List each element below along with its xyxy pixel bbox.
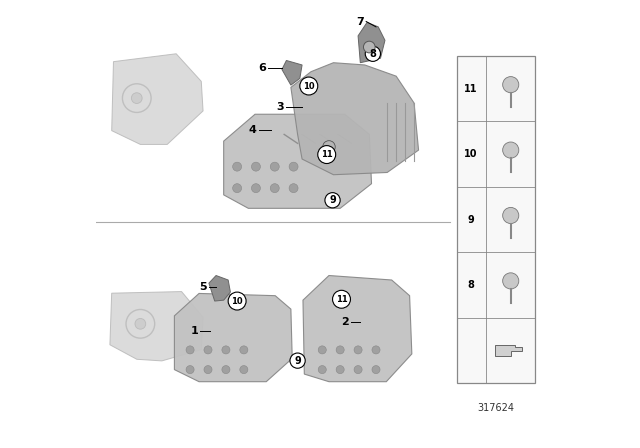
Text: 2: 2 (341, 317, 349, 327)
Polygon shape (358, 22, 385, 63)
Text: 11: 11 (464, 84, 477, 94)
Polygon shape (282, 60, 302, 85)
Circle shape (318, 346, 326, 354)
Text: 9: 9 (467, 215, 474, 224)
Circle shape (240, 346, 248, 354)
Text: 1: 1 (190, 326, 198, 336)
Circle shape (270, 162, 279, 171)
Circle shape (204, 346, 212, 354)
Circle shape (336, 366, 344, 374)
Circle shape (354, 346, 362, 354)
Text: 8: 8 (369, 49, 376, 59)
Circle shape (222, 346, 230, 354)
Circle shape (372, 346, 380, 354)
Circle shape (502, 207, 519, 224)
Polygon shape (291, 63, 419, 175)
Circle shape (354, 366, 362, 374)
Circle shape (502, 273, 519, 289)
Text: 317624: 317624 (477, 403, 515, 413)
Circle shape (240, 366, 248, 374)
Circle shape (325, 193, 340, 208)
Polygon shape (209, 276, 230, 301)
Circle shape (252, 162, 260, 171)
Circle shape (365, 46, 380, 61)
Text: 5: 5 (199, 282, 207, 292)
Circle shape (186, 366, 194, 374)
Text: 10: 10 (231, 297, 243, 306)
Circle shape (289, 162, 298, 171)
Circle shape (131, 93, 142, 103)
Circle shape (333, 290, 351, 308)
FancyBboxPatch shape (457, 56, 535, 383)
Circle shape (228, 292, 246, 310)
Text: 4: 4 (248, 125, 257, 135)
Circle shape (502, 142, 519, 158)
Text: 11: 11 (335, 295, 348, 304)
Circle shape (336, 346, 344, 354)
Text: 8: 8 (467, 280, 474, 290)
Text: 6: 6 (259, 63, 266, 73)
Polygon shape (303, 276, 412, 382)
Circle shape (364, 41, 375, 53)
Circle shape (323, 141, 335, 153)
Polygon shape (110, 292, 203, 361)
Circle shape (318, 146, 336, 164)
Circle shape (502, 77, 519, 93)
Text: 9: 9 (294, 356, 301, 366)
Text: 10: 10 (464, 149, 477, 159)
Circle shape (135, 319, 146, 329)
Circle shape (290, 353, 305, 368)
Circle shape (270, 184, 279, 193)
Polygon shape (224, 114, 371, 208)
Circle shape (372, 366, 380, 374)
Polygon shape (495, 345, 522, 356)
Circle shape (186, 346, 194, 354)
Circle shape (233, 184, 242, 193)
Polygon shape (174, 293, 292, 382)
Circle shape (300, 77, 317, 95)
Text: 3: 3 (276, 102, 284, 112)
Text: 11: 11 (321, 150, 333, 159)
Circle shape (252, 184, 260, 193)
Circle shape (222, 366, 230, 374)
Circle shape (289, 184, 298, 193)
Text: 9: 9 (329, 195, 336, 205)
Circle shape (233, 162, 242, 171)
Circle shape (204, 366, 212, 374)
Circle shape (318, 366, 326, 374)
Text: 10: 10 (303, 82, 315, 90)
Polygon shape (112, 54, 203, 144)
Text: 7: 7 (356, 17, 364, 26)
